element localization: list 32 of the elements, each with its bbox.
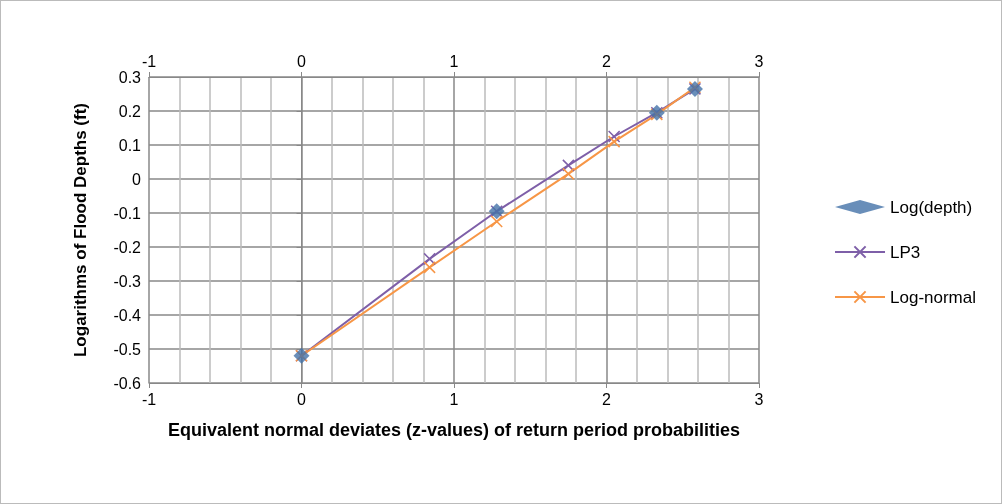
x-tick-label: 3 <box>754 390 764 408</box>
point <box>423 252 436 266</box>
x-tick-label: 0 <box>297 390 307 408</box>
x-tick-label: 2 <box>602 390 612 408</box>
legend-label: Log-normal <box>890 287 977 307</box>
y-tick-label: -0.2 <box>113 238 142 256</box>
x2-tick-label: 3 <box>754 52 764 70</box>
point <box>423 261 436 274</box>
legend-label: LP3 <box>890 242 921 262</box>
y-tick-label: 0.3 <box>118 68 142 86</box>
y-tick-label: 0.1 <box>118 136 142 154</box>
x2-tick-label: 2 <box>602 52 612 70</box>
x2-tick-label: 1 <box>449 52 459 70</box>
y-tick-label: 0.2 <box>118 102 142 120</box>
x-tick-label: -1 <box>141 390 157 408</box>
x2-tick-label: 0 <box>297 52 307 70</box>
point <box>607 135 621 148</box>
y-axis-title: Logarithms of Flood Depths (ft) <box>71 102 90 358</box>
x-axis-title: Equivalent normal deviates (z-values) of return period probabilities <box>167 420 741 440</box>
point <box>562 167 575 181</box>
y-tick-label: -0.5 <box>113 340 142 358</box>
y-tick-label: 0 <box>132 170 142 188</box>
x-tick-label: 1 <box>449 390 459 408</box>
point <box>562 159 575 172</box>
legend-label: Log(depth) <box>890 197 973 217</box>
x2-tick-label: -1 <box>141 52 157 70</box>
y-tick-label: -0.6 <box>113 374 142 392</box>
y-tick-label: -0.3 <box>113 272 142 290</box>
y-tick-label: -0.4 <box>113 306 142 324</box>
point <box>607 130 621 143</box>
y-tick-label: -0.1 <box>113 204 142 222</box>
point <box>490 215 503 228</box>
